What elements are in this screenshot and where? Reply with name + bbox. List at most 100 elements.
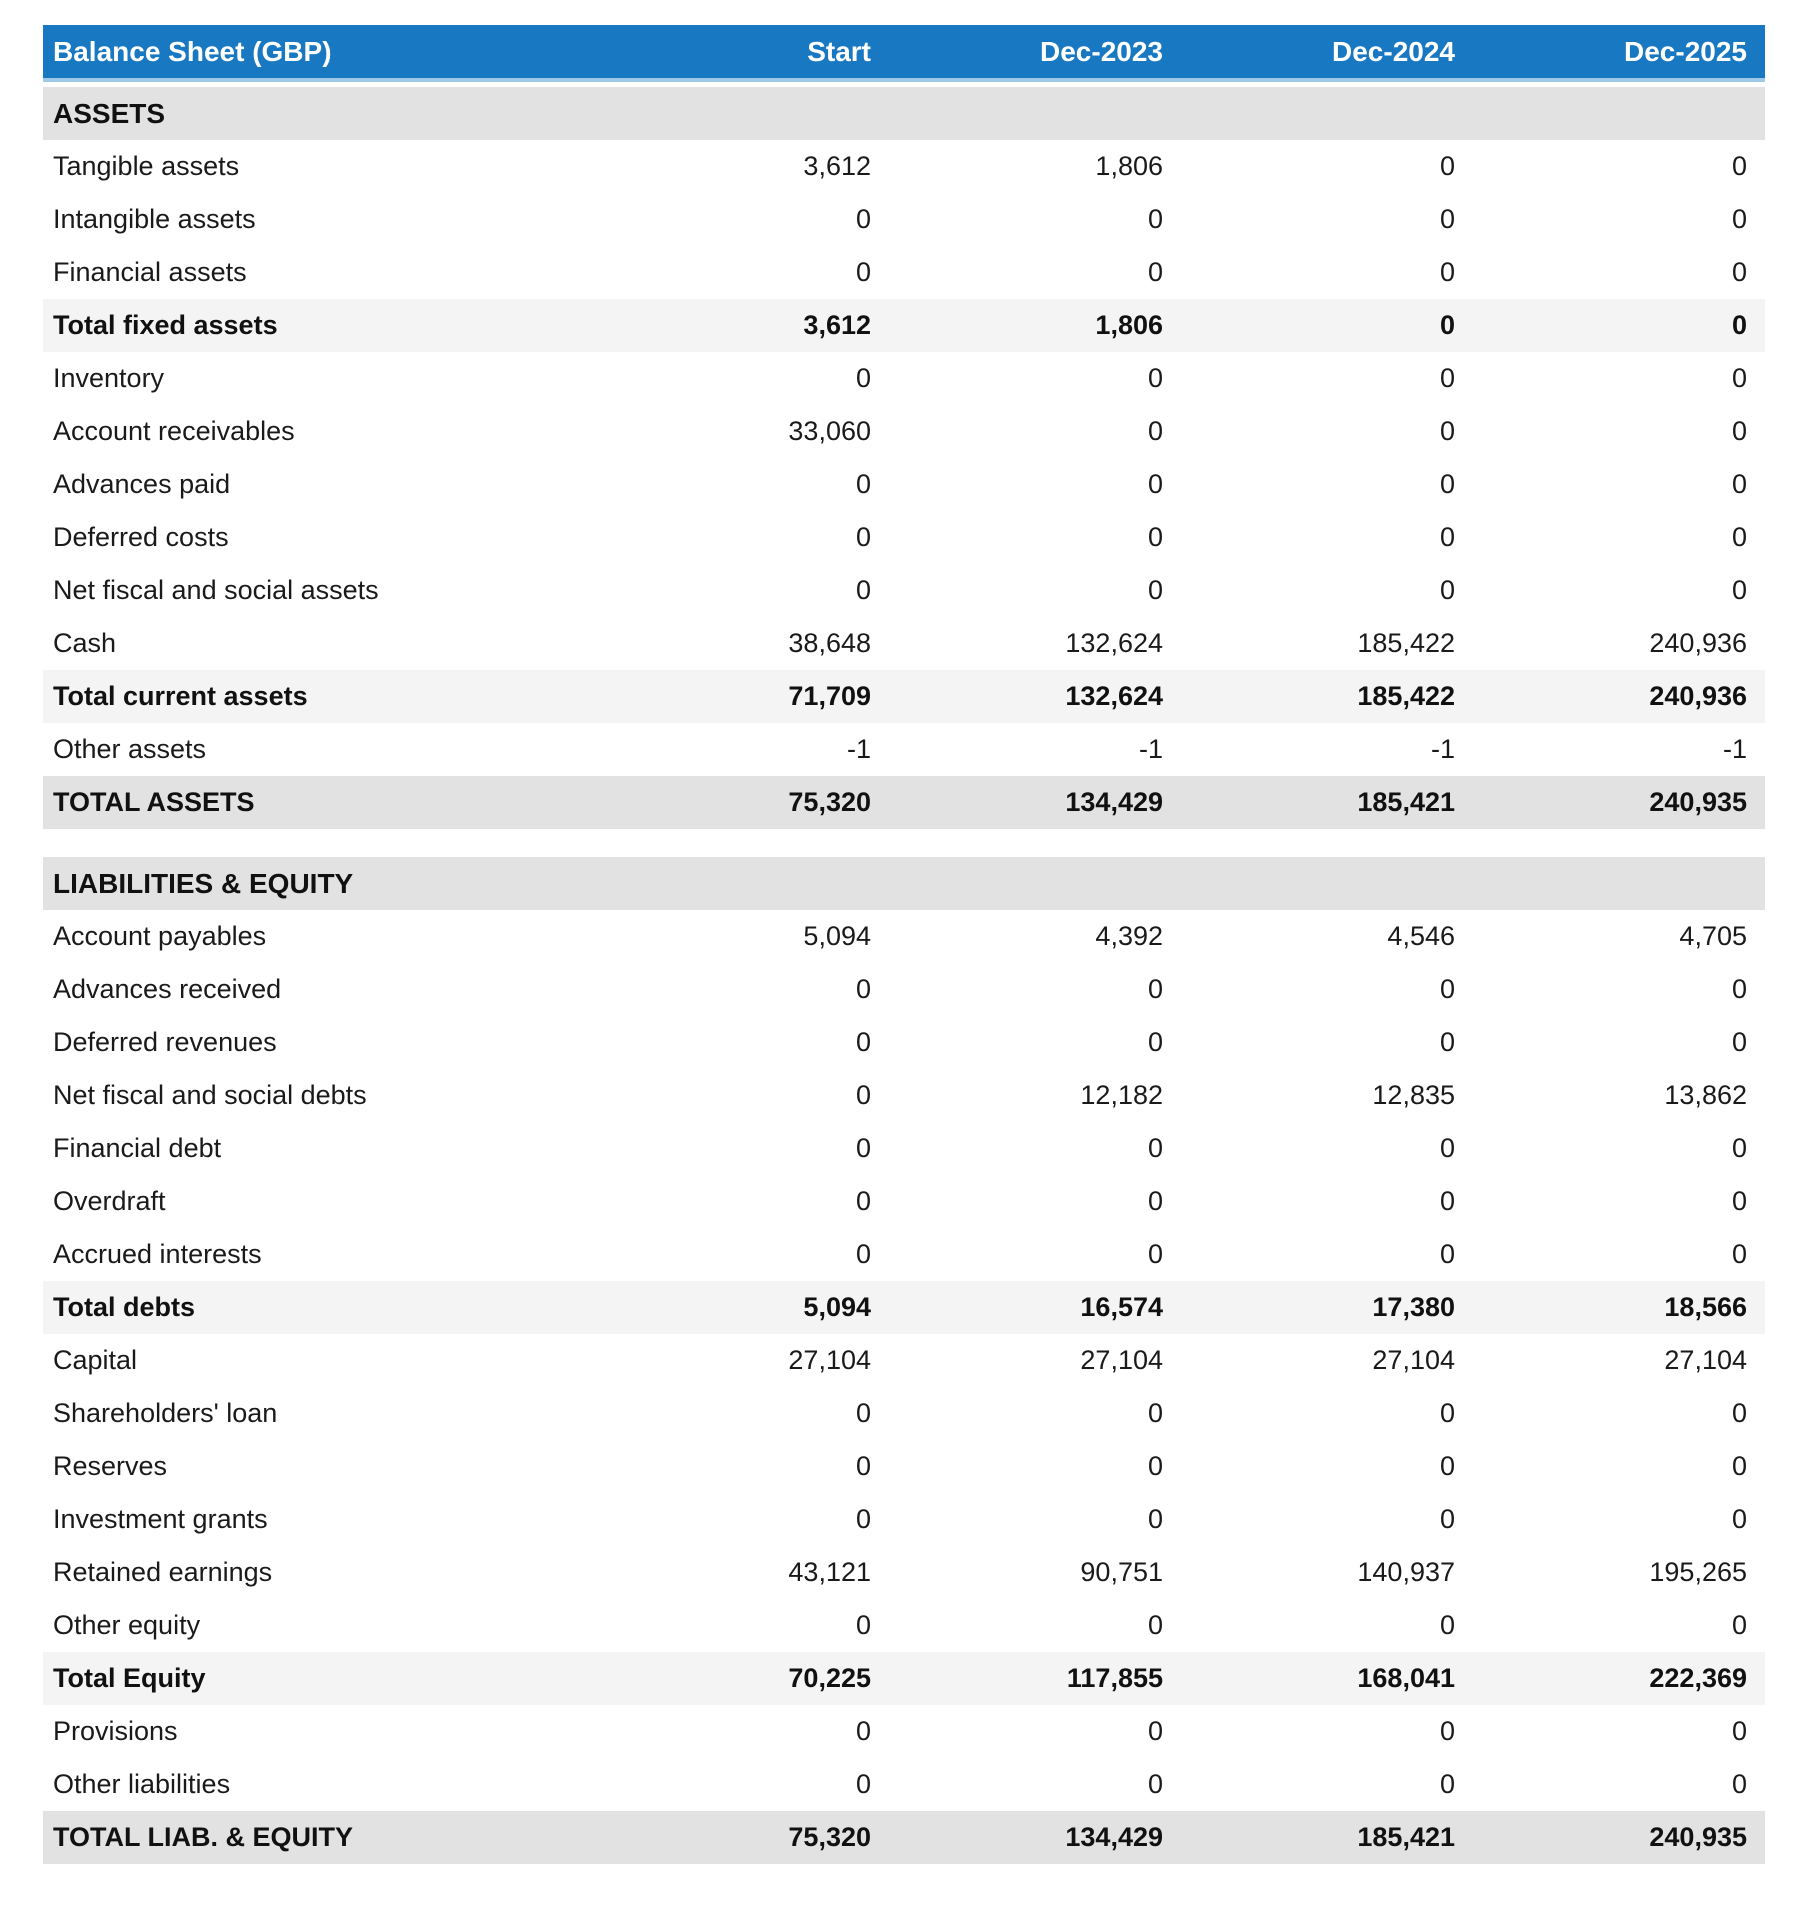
cell-value: 134,429 <box>1065 1822 1163 1852</box>
cell-value: 0 <box>1731 575 1747 605</box>
cell-value: 185,421 <box>1357 787 1455 817</box>
cell-value: 0 <box>855 522 871 552</box>
cell-value: 0 <box>1731 974 1747 1004</box>
cell-value: 0 <box>855 1027 871 1057</box>
table-row: Retained earnings 43,121 90,751 140,937 195,… <box>43 1546 1765 1599</box>
table-row: Other assets -1 -1 -1 -1 <box>43 723 1765 776</box>
row-label: Financial assets <box>53 257 247 287</box>
cell-value: 0 <box>1439 257 1455 287</box>
table-row: Tangible assets 3,612 1,806 0 0 <box>43 140 1765 193</box>
section-header-row: LIABILITIES & EQUITY <box>43 857 1765 910</box>
cell-value: 0 <box>1147 1027 1163 1057</box>
cell-value: 0 <box>855 1133 871 1163</box>
section-title: LIABILITIES & EQUITY <box>53 867 354 899</box>
cell-value: 27,104 <box>1372 1345 1455 1375</box>
cell-value: 0 <box>1731 310 1747 340</box>
cell-value: 27,104 <box>788 1345 871 1375</box>
table-row: Net fiscal and social debts 0 12,182 12,835… <box>43 1069 1765 1122</box>
cell-value: 0 <box>855 974 871 1004</box>
cell-value: 75,320 <box>788 1822 871 1852</box>
cell-value: 43,121 <box>788 1557 871 1587</box>
cell-value: 0 <box>1147 469 1163 499</box>
cell-value: 5,094 <box>803 921 871 951</box>
cell-value: 0 <box>855 1610 871 1640</box>
cell-value: 3,612 <box>803 151 871 181</box>
table-row: Provisions 0 0 0 0 <box>43 1705 1765 1758</box>
row-label: Provisions <box>53 1716 178 1746</box>
cell-value: 0 <box>1439 1186 1455 1216</box>
cell-value: 0 <box>1439 1239 1455 1269</box>
cell-value: 0 <box>1439 1133 1455 1163</box>
cell-value: 0 <box>1731 1716 1747 1746</box>
section-title: ASSETS <box>53 97 166 129</box>
cell-value: 0 <box>1731 1769 1747 1799</box>
table-row: Shareholders' loan 0 0 0 0 <box>43 1387 1765 1440</box>
cell-value: 0 <box>1147 416 1163 446</box>
table-row: Total current assets 71,709 132,624 185,422… <box>43 670 1765 723</box>
cell-value: 0 <box>1439 1504 1455 1534</box>
cell-value: 0 <box>855 1080 871 1110</box>
cell-value: 1,806 <box>1095 310 1163 340</box>
table-row: Total Equity 70,225 117,855 168,041 222,369 <box>43 1652 1765 1705</box>
table-row: Overdraft 0 0 0 0 <box>43 1175 1765 1228</box>
cell-value: 4,546 <box>1387 921 1455 951</box>
row-label: Shareholders' loan <box>53 1398 278 1428</box>
cell-value: 117,855 <box>1066 1663 1163 1693</box>
cell-value: 71,709 <box>788 681 871 711</box>
row-label: Total fixed assets <box>53 310 278 340</box>
cell-value: 27,104 <box>1080 1345 1163 1375</box>
cell-value: 13,862 <box>1664 1080 1747 1110</box>
cell-value: 0 <box>1731 522 1747 552</box>
table-row: Deferred costs 0 0 0 0 <box>43 511 1765 564</box>
cell-value: 0 <box>1731 1239 1747 1269</box>
table-header-row: Balance Sheet (GBP) Start Dec-2023 Dec-202… <box>43 25 1765 82</box>
cell-value: 0 <box>855 1239 871 1269</box>
row-label: Deferred revenues <box>53 1027 277 1057</box>
cell-value: 132,624 <box>1065 681 1163 711</box>
row-label: Accrued interests <box>53 1239 262 1269</box>
cell-value: 0 <box>855 1769 871 1799</box>
cell-value: 0 <box>1731 1133 1747 1163</box>
cell-value: 75,320 <box>788 787 871 817</box>
table-row: Total fixed assets 3,612 1,806 0 0 <box>43 299 1765 352</box>
row-label: Capital <box>53 1345 138 1375</box>
cell-value: 0 <box>1147 1451 1163 1481</box>
table-row: Account receivables 33,060 0 0 0 <box>43 405 1765 458</box>
cell-value: 240,935 <box>1649 1822 1747 1852</box>
cell-value: -1 <box>1430 734 1455 764</box>
cell-value: 0 <box>1147 522 1163 552</box>
row-label: Deferred costs <box>53 522 229 552</box>
row-label: Retained earnings <box>53 1557 273 1587</box>
cell-value: 0 <box>1439 575 1455 605</box>
table-row: Reserves 0 0 0 0 <box>43 1440 1765 1493</box>
cell-value: 0 <box>1731 469 1747 499</box>
cell-value: 222,369 <box>1649 1663 1747 1693</box>
column-header: Dec-2024 <box>1332 35 1455 67</box>
cell-value: 0 <box>1147 1239 1163 1269</box>
table-row: Financial assets 0 0 0 0 <box>43 246 1765 299</box>
cell-value: 12,835 <box>1372 1080 1455 1110</box>
cell-value: 0 <box>1731 1451 1747 1481</box>
cell-value: 4,705 <box>1679 921 1747 951</box>
cell-value: 18,566 <box>1664 1292 1747 1322</box>
cell-value: 168,041 <box>1357 1663 1455 1693</box>
table-row: Deferred revenues 0 0 0 0 <box>43 1016 1765 1069</box>
row-label: Account payables <box>53 921 267 951</box>
cell-value: 0 <box>1147 1769 1163 1799</box>
row-label: Intangible assets <box>53 204 256 234</box>
cell-value: 0 <box>1439 974 1455 1004</box>
cell-value: 0 <box>1731 1504 1747 1534</box>
row-label: Other equity <box>53 1610 201 1640</box>
cell-value: 0 <box>1439 1610 1455 1640</box>
cell-value: 0 <box>1439 204 1455 234</box>
cell-value: 0 <box>1147 1398 1163 1428</box>
table-row: Advances received 0 0 0 0 <box>43 963 1765 1016</box>
cell-value: 0 <box>1147 1133 1163 1163</box>
table-row: Investment grants 0 0 0 0 <box>43 1493 1765 1546</box>
cell-value: 0 <box>1731 151 1747 181</box>
table-row: Advances paid 0 0 0 0 <box>43 458 1765 511</box>
cell-value: 70,225 <box>788 1663 871 1693</box>
cell-value: 0 <box>1731 1398 1747 1428</box>
row-label: Advances paid <box>53 469 231 499</box>
cell-value: 132,624 <box>1065 628 1163 658</box>
